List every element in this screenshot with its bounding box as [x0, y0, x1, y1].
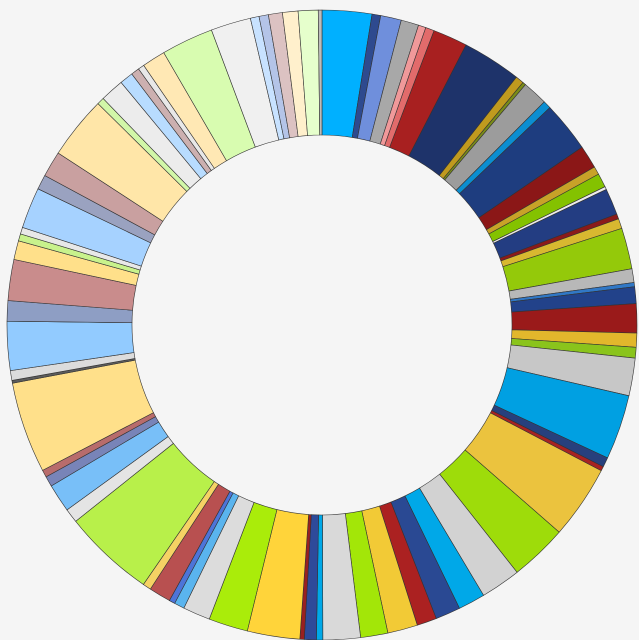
donut-slice-82 [317, 9, 323, 136]
donut-slices [6, 9, 638, 640]
